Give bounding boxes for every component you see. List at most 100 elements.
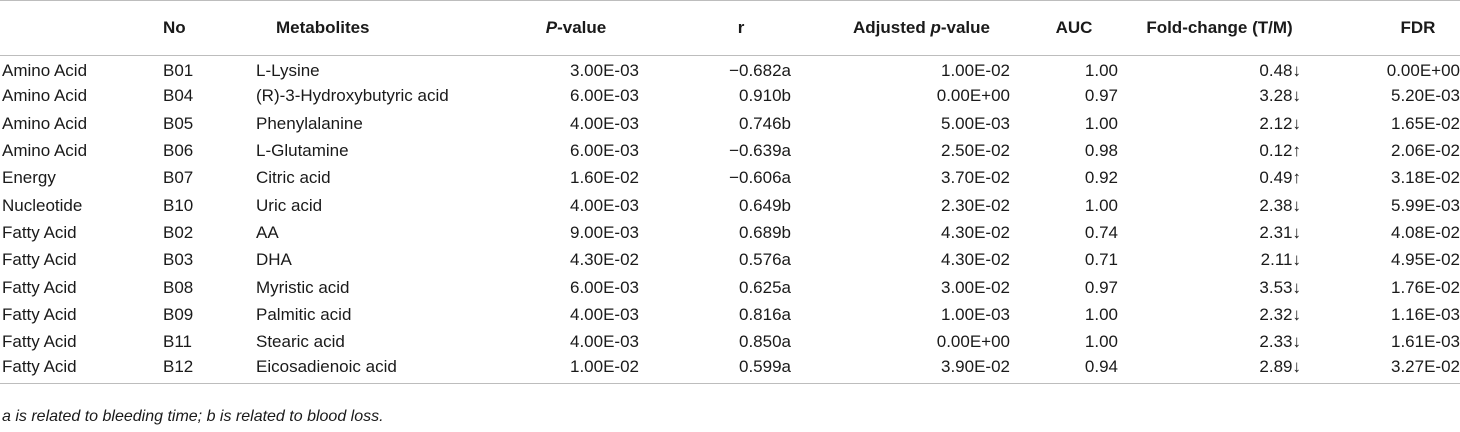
cell-p-value: 1.60E-02 — [570, 168, 639, 188]
cell-adjusted-p: 5.00E-03 — [941, 113, 1010, 133]
header-adjusted-post: -value — [940, 18, 990, 37]
cell-no: B09 — [163, 304, 194, 324]
cell-adjusted-p: 1.00E-03 — [941, 304, 1010, 324]
cell-no: B10 — [163, 195, 194, 215]
cell-fold-change: 2.12↓ — [1259, 113, 1301, 133]
cell-metabolite: Stearic acid — [256, 332, 345, 352]
cell-adjusted-p: 3.00E-02 — [941, 277, 1010, 297]
cell-fdr: 5.20E-03 — [1391, 86, 1460, 106]
cell-r: −0.639a — [729, 141, 791, 161]
cell-fold-change: 3.53↓ — [1259, 277, 1301, 297]
cell-p-value: 6.00E-03 — [570, 277, 639, 297]
cell-fdr: 1.61E-03 — [1391, 332, 1460, 352]
cell-r: −0.606a — [729, 168, 791, 188]
cell-r: 0.746b — [739, 113, 791, 133]
cell-p-value: 4.00E-03 — [570, 332, 639, 352]
cell-adjusted-p: 4.30E-02 — [941, 250, 1010, 270]
cell-auc: 0.97 — [1084, 277, 1118, 297]
table-body: Amino Acid B01 L-Lysine 3.00E-03 −0.682a 1.00… — [0, 56, 1460, 384]
table-row: Fatty Acid B11 Stearic acid 4.00E-03 0.850a 0… — [0, 328, 1460, 355]
cell-auc: 1.00 — [1084, 195, 1118, 215]
cell-fdr: 3.27E-02 — [1301, 355, 1460, 384]
cell-class: Amino Acid — [2, 113, 88, 133]
header-p-value-italic: P — [545, 18, 558, 37]
header-metabolites: Metabolites — [256, 0, 491, 56]
cell-r: 0.689b — [739, 222, 791, 242]
header-adjusted-italic: p — [930, 18, 941, 37]
cell-class: Fatty Acid — [2, 277, 77, 297]
cell-adjusted-p: 1.00E-02 — [941, 61, 1010, 81]
cell-fdr: 1.76E-02 — [1391, 277, 1460, 297]
cell-fold-change: 3.28↓ — [1259, 86, 1301, 106]
cell-fdr: 2.06E-02 — [1391, 141, 1460, 161]
cell-fdr: 3.18E-02 — [1391, 168, 1460, 188]
cell-auc: 1.00 — [1084, 332, 1118, 352]
cell-adjusted-p: 0.00E+00 — [936, 332, 1010, 352]
cell-auc: 0.92 — [1084, 168, 1118, 188]
cell-no: B03 — [163, 250, 194, 270]
header-class — [0, 0, 163, 56]
cell-class: Amino Acid — [2, 86, 88, 106]
cell-auc: 0.98 — [1084, 141, 1118, 161]
cell-class: Amino Acid — [2, 141, 88, 161]
cell-adjusted-p: 3.70E-02 — [941, 168, 1010, 188]
cell-r: 0.910b — [739, 86, 791, 106]
cell-p-value: 4.00E-03 — [570, 304, 639, 324]
cell-fdr: 4.08E-02 — [1391, 222, 1460, 242]
table-row: Amino Acid B05 Phenylalanine 4.00E-03 0.746b… — [0, 110, 1460, 137]
cell-p-value: 1.00E-02 — [491, 355, 639, 384]
cell-fdr: 0.00E+00 — [1386, 61, 1460, 81]
header-adjusted-pre: Adjusted — [853, 18, 931, 37]
cell-metabolite: Citric acid — [256, 168, 331, 188]
cell-metabolite: (R)-3-Hydroxybutyric acid — [256, 86, 449, 106]
cell-fdr: 1.65E-02 — [1391, 113, 1460, 133]
header-adjusted-p-value: Adjusted p-value — [803, 0, 1010, 56]
cell-fold-change: 2.38↓ — [1259, 195, 1301, 215]
cell-metabolite: AA — [256, 222, 279, 242]
cell-class: Fatty Acid — [2, 222, 77, 242]
cell-no: B08 — [163, 277, 194, 297]
cell-metabolite: Uric acid — [256, 195, 323, 215]
cell-adjusted-p: 0.00E+00 — [936, 86, 1010, 106]
cell-r: 0.625a — [739, 277, 791, 297]
cell-adjusted-p: 3.90E-02 — [803, 355, 1010, 384]
cell-fold-change: 2.31↓ — [1259, 222, 1301, 242]
cell-r: 0.576a — [739, 250, 791, 270]
header-no: No — [163, 0, 256, 56]
cell-fold-change: 2.32↓ — [1259, 304, 1301, 324]
cell-fdr: 5.99E-03 — [1391, 195, 1460, 215]
cell-fold-change: 2.33↓ — [1259, 332, 1301, 352]
cell-metabolite: L-Lysine — [256, 61, 320, 81]
header-fold-change: Fold-change (T/M) — [1118, 0, 1301, 56]
header-p-value-rest: -value — [557, 18, 607, 37]
cell-class: Fatty Acid — [2, 250, 77, 270]
cell-fold-change: 2.89↓ — [1118, 355, 1301, 384]
cell-fold-change: 0.48↓ — [1259, 61, 1301, 81]
cell-fold-change: 0.12↑ — [1259, 141, 1301, 161]
header-fdr: FDR — [1301, 0, 1460, 56]
cell-no: B11 — [163, 332, 192, 352]
table-row: Fatty Acid B12 Eicosadienoic acid 1.00E-02 0… — [0, 355, 1460, 384]
cell-r: 0.816a — [739, 304, 791, 324]
cell-r: −0.682a — [729, 61, 791, 81]
table-row: Fatty Acid B09 Palmitic acid 4.00E-03 0.816a… — [0, 301, 1460, 328]
cell-p-value: 4.00E-03 — [570, 113, 639, 133]
cell-auc: 1.00 — [1084, 61, 1118, 81]
table-row: Fatty Acid B02 AA 9.00E-03 0.689b 4.30E-02 0.7… — [0, 219, 1460, 246]
header-row: No Metabolites P-value r Adjusted p-valu… — [0, 0, 1460, 56]
cell-class: Energy — [2, 168, 56, 188]
table-footnote: a is related to bleeding time; b is rela… — [2, 408, 384, 425]
cell-no: B01 — [163, 61, 194, 81]
cell-adjusted-p: 2.50E-02 — [941, 141, 1010, 161]
cell-no: B06 — [163, 141, 194, 161]
cell-no: B02 — [163, 222, 194, 242]
table-row: Nucleotide B10 Uric acid 4.00E-03 0.649b 2.30… — [0, 192, 1460, 219]
cell-r: 0.599a — [639, 355, 803, 384]
cell-metabolite: Phenylalanine — [256, 113, 363, 133]
cell-p-value: 4.00E-03 — [570, 195, 639, 215]
cell-auc: 0.97 — [1084, 86, 1118, 106]
cell-auc: 1.00 — [1084, 113, 1118, 133]
cell-class: Nucleotide — [2, 195, 83, 215]
cell-p-value: 3.00E-03 — [570, 61, 639, 81]
header-r: r — [639, 0, 803, 56]
